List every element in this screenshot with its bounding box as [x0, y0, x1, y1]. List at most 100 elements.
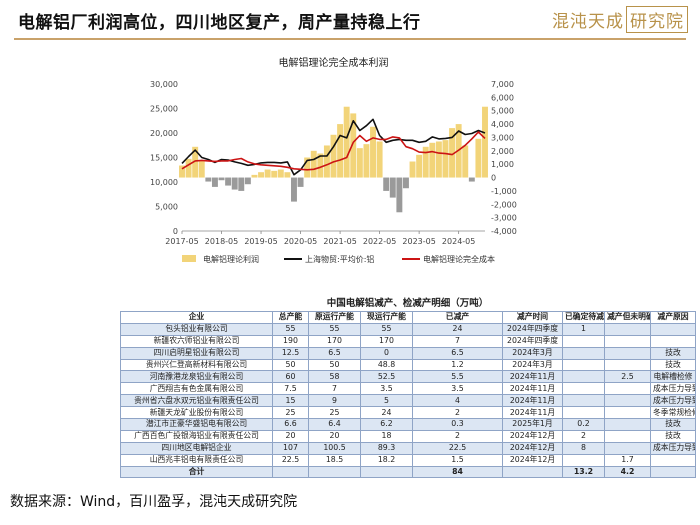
- table-cell: 广西百色广投银海铝业有限责任公司: [120, 429, 273, 443]
- table-cell: [562, 453, 605, 467]
- profit-bar: [376, 141, 383, 178]
- table-cell: 50: [308, 358, 361, 372]
- y-right-tick-label: 7,000: [491, 80, 514, 89]
- table-total-row: 合计 84 13.2 4.2: [120, 465, 696, 479]
- table-cell: 四川地区电解铝企业: [120, 441, 273, 455]
- profit-bar: [198, 160, 205, 178]
- y-left-tick-label: 5,000: [155, 203, 178, 212]
- table-cell: 7.5: [272, 382, 309, 396]
- y-right-tick-label: 0: [491, 174, 496, 183]
- table-cell: 6.5: [412, 346, 503, 360]
- profit-bar: [475, 138, 482, 178]
- table-row: 广西百色广投银海铝业有限责任公司 20 20 18 2 2024年12月 2 技改: [120, 429, 696, 443]
- table-cell: 冬季常规检修: [650, 406, 696, 420]
- table-total-cell: [272, 465, 309, 479]
- table-cell: 24: [412, 322, 503, 336]
- profit-bar: [231, 177, 238, 190]
- table-cell: 9: [308, 394, 361, 408]
- table-cell: [604, 394, 651, 408]
- logo-box: 研究院: [626, 6, 688, 33]
- profit-bar: [251, 174, 258, 178]
- profit-bar: [211, 177, 218, 187]
- cut-table-section: 中国电解铝减产、检减产明细（万吨） 企业 总产能 原运行产能 现运行产能 已减产 减产时间…: [120, 297, 696, 479]
- profit-bar: [429, 142, 436, 178]
- y-right-tick-label: 2,000: [491, 147, 514, 156]
- table-cell: 22.5: [412, 441, 503, 455]
- table-cell: 2024年3月: [502, 346, 563, 360]
- table-cell: 潜江市正豪华盛铝电有限公司: [120, 418, 273, 431]
- table-row: 新疆农六师铝业有限公司 190 170 170 7 2024年四季度: [120, 334, 696, 348]
- table-cell: 20: [308, 429, 361, 443]
- table-cell: [562, 370, 605, 384]
- table-header-cell: 现运行产能: [360, 311, 413, 324]
- profit-bar: [330, 134, 337, 178]
- legend-label: 电解铝理论利润: [203, 254, 259, 264]
- y-right-tick-label: -2,000: [491, 200, 517, 209]
- table-cell: [604, 382, 651, 396]
- table-header-cell: 企业: [120, 311, 273, 324]
- table-cell: 技改: [650, 346, 696, 360]
- profit-bar: [337, 124, 344, 178]
- table-cell: [562, 334, 605, 348]
- profit-bar: [205, 177, 212, 182]
- table-cell: 18.2: [360, 453, 413, 467]
- profit-bar: [304, 157, 311, 178]
- legend-label: 上海物贸:平均价:铝: [305, 254, 374, 264]
- profit-bar: [468, 177, 475, 182]
- profit-bar: [402, 177, 409, 189]
- table-row: 山西兆丰铝电有限责任公司 22.5 18.5 18.2 1.5 2024年12月 1.7: [120, 453, 696, 467]
- table-cell: [562, 358, 605, 372]
- table-row: 四川启明星铝业有限公司 12.5 6.5 0 6.5 2024年3月 技改: [120, 346, 696, 360]
- full-cost-line: [181, 131, 486, 171]
- table-cell: 25: [308, 406, 361, 420]
- profit-bar: [396, 177, 403, 213]
- brand-logo: 混沌天成 研究院: [552, 6, 688, 33]
- table-cell: 4: [412, 394, 503, 408]
- table-cell: 技改: [650, 358, 696, 372]
- table-cell: 山西兆丰铝电有限责任公司: [120, 453, 273, 467]
- profit-bar: [284, 172, 291, 178]
- table-header-cell: 总产能: [272, 311, 309, 324]
- table-total-cell: 合计: [120, 465, 273, 479]
- table-cell: [562, 406, 605, 420]
- y-left-tick-label: 15,000: [150, 154, 178, 163]
- table-header-cell: 已减产: [412, 311, 503, 324]
- profit-bar: [422, 146, 429, 178]
- profit-bar: [356, 148, 363, 178]
- table-cell: 河南豫港龙泉铝业有限公司: [120, 370, 273, 384]
- table-cell: 2024年四季度: [502, 322, 563, 336]
- table-cell: 170: [308, 334, 361, 348]
- table-cell: 7: [412, 334, 503, 348]
- table-cell: 2: [412, 429, 503, 443]
- table-cell: 22.5: [272, 453, 309, 467]
- table-row: 河南豫港龙泉铝业有限公司 60 58 52.5 5.5 2024年11月 2.5 电解槽检修: [120, 370, 696, 384]
- table-cell: 20: [272, 429, 309, 443]
- y-right-tick-label: 1,000: [491, 160, 514, 169]
- table-cell: 1.7: [604, 453, 651, 467]
- table-cell: [562, 394, 605, 408]
- table-cell: 55: [272, 322, 309, 336]
- profit-bar: [264, 169, 271, 178]
- table-row: 潜江市正豪华盛铝电有限公司 6.6 6.4 6.2 0.3 2025年1月 0.2 技改: [120, 418, 696, 431]
- table-cell: [650, 322, 696, 336]
- table-cell: 1.5: [412, 453, 503, 467]
- x-tick-label: 2021-05: [323, 237, 356, 246]
- y-right-tick-label: -3,000: [491, 214, 517, 223]
- table-cell: [604, 441, 651, 455]
- y-left-tick-label: 25,000: [150, 105, 178, 114]
- page-title: 电解铝厂利润高位，四川地区复产，周产量持稳上行: [18, 13, 421, 33]
- table-cell: 贵州省六盘水双元铝业有限责任公司: [120, 394, 273, 408]
- table-cell: 3.5: [412, 382, 503, 396]
- table-cell: 新疆农六师铝业有限公司: [120, 334, 273, 348]
- table-cell: 2: [412, 406, 503, 420]
- profit-bar: [238, 177, 245, 191]
- aluminum-price-line: [181, 118, 486, 176]
- profit-bar: [225, 177, 232, 186]
- table-row: 包头铝业有限公司 55 55 55 24 2024年四季度 1: [120, 322, 696, 336]
- table-cell: 107: [272, 441, 309, 455]
- table-cell: [604, 406, 651, 420]
- table-cell: 1.2: [412, 358, 503, 372]
